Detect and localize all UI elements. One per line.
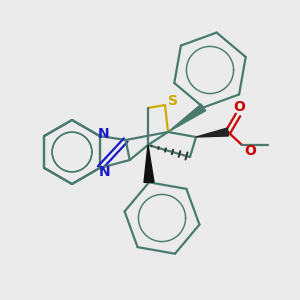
Text: O: O: [244, 144, 256, 158]
Text: N: N: [99, 165, 110, 179]
Polygon shape: [196, 128, 229, 137]
Text: S: S: [168, 94, 178, 108]
Polygon shape: [144, 145, 154, 182]
Text: O: O: [233, 100, 245, 114]
Polygon shape: [168, 104, 206, 132]
Text: N: N: [98, 127, 109, 141]
